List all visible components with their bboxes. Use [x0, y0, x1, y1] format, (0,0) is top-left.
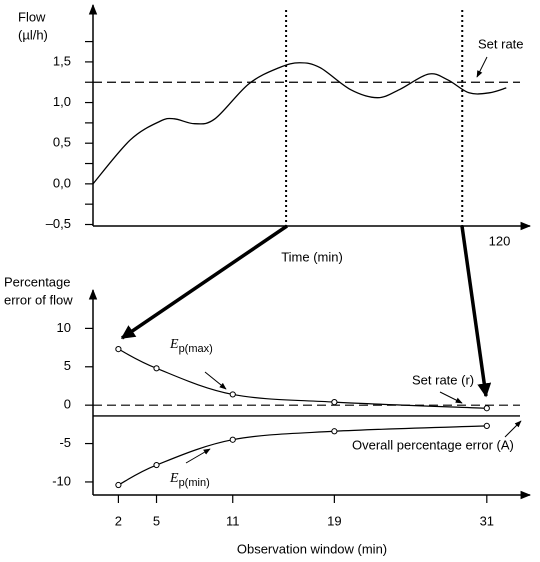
series-label: Ep(min) — [169, 471, 210, 489]
error-point — [115, 346, 122, 353]
error-point — [115, 481, 122, 489]
error-point — [229, 391, 236, 398]
annotation-arrow — [185, 448, 211, 464]
error-point — [229, 436, 236, 443]
y-tick-label: 0,0 — [53, 175, 71, 190]
series-label-subscript: p(max) — [179, 343, 213, 355]
flow-line — [92, 62, 507, 185]
annotation-arrow — [504, 420, 522, 438]
set-rate-label: Set rate (r) — [412, 372, 474, 387]
y-axis-label: error of flow — [4, 292, 73, 307]
link-arrow — [120, 224, 288, 340]
x-axis-label: Time (min) — [281, 249, 343, 264]
x-tick-label: 11 — [226, 513, 240, 528]
link-arrow — [460, 225, 492, 398]
series-label-subscript: p(min) — [179, 477, 210, 489]
error-line — [118, 425, 487, 486]
y-tick-label: 1,0 — [53, 94, 71, 109]
y-tick-label: 10 — [57, 320, 71, 335]
y-axis-label: Percentage — [4, 274, 71, 289]
error-point — [331, 428, 338, 435]
y-tick-label: –0,5 — [46, 216, 71, 231]
x-tick-label: 5 — [153, 513, 160, 528]
y-tick-label: -10 — [52, 473, 71, 488]
y-tick-label: 0 — [64, 397, 71, 412]
annotation-arrow — [204, 371, 227, 390]
set-rate-label: Set rate — [478, 36, 524, 51]
error-point — [153, 461, 160, 469]
error-point — [331, 398, 338, 406]
series-label: Ep(max) — [169, 337, 213, 355]
y-tick-label: 5 — [64, 358, 71, 373]
series-label-symbol: E — [169, 471, 179, 486]
annotation-arrow — [439, 391, 463, 404]
x-tick-label: 31 — [480, 513, 494, 528]
top-chart: Flow (µl/h) Time (min) –0,5 0,0 0,5 1,0 1,5 120 S… — [18, 3, 532, 264]
y-axis-label: Flow — [18, 9, 46, 24]
y-axis-label: (µl/h) — [18, 27, 48, 42]
error-line — [118, 348, 487, 409]
annotation-arrow — [476, 56, 488, 78]
x-tick-label: 19 — [327, 513, 341, 528]
y-tick-label: 1,5 — [53, 53, 71, 68]
x-axis-label: Observation window (min) — [237, 541, 387, 556]
error-point — [483, 405, 490, 412]
error-point — [483, 422, 490, 429]
x-tick-label: 2 — [115, 513, 122, 528]
bottom-chart: Percentage error of flow Observation windo… — [4, 274, 532, 556]
x-tick-label: 120 — [489, 233, 511, 248]
error-point — [153, 365, 160, 372]
y-tick-label: 0,5 — [53, 135, 71, 150]
overall-error-label: Overall percentage error (A) — [352, 437, 514, 452]
series-label-symbol: E — [169, 337, 179, 352]
y-tick-label: -5 — [59, 435, 71, 450]
